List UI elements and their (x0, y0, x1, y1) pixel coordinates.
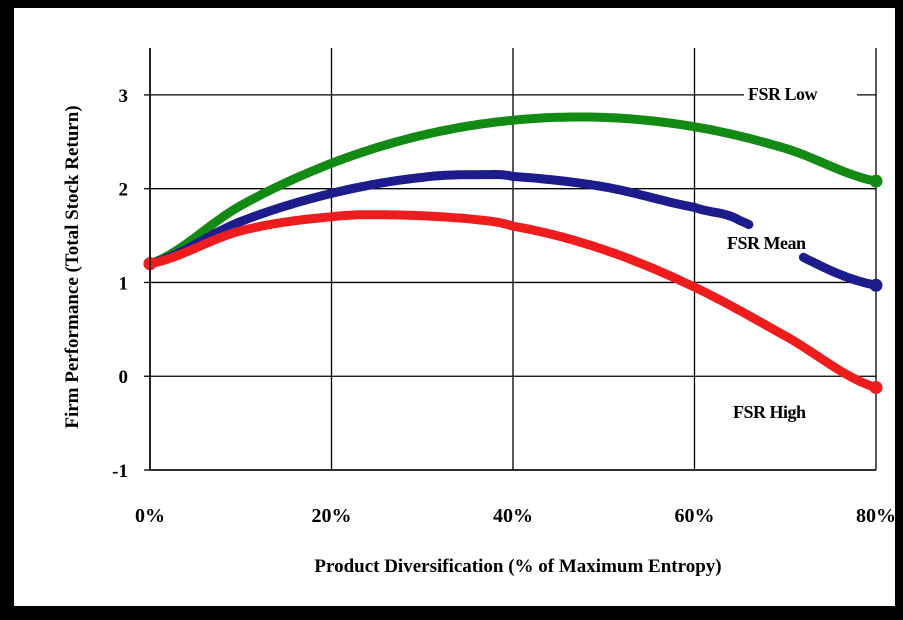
series-label-fsr-high: FSR High (733, 402, 806, 422)
series-fsr-high (143, 210, 883, 394)
y-tick-label: 0 (119, 367, 129, 388)
series-label-fsr-mean: FSR Mean (727, 233, 806, 253)
y-tick-label: 2 (119, 180, 129, 201)
series-label-fsr-low: FSR Low (748, 84, 818, 104)
series-point (869, 174, 883, 188)
x-tick-label: 80% (856, 505, 896, 527)
x-tick-label: 40% (493, 505, 533, 527)
y-tick-label: 1 (119, 273, 129, 294)
tick-labels: -1 0 1 2 3 0% 20% 40% 60% 80% (112, 86, 896, 527)
y-tick-label: -1 (112, 461, 128, 482)
x-tick-label: 20% (312, 505, 352, 527)
x-tick-label: 0% (135, 505, 165, 527)
axes (144, 48, 876, 471)
series-point (869, 380, 883, 394)
x-tick-label: 60% (675, 505, 715, 527)
label-background (744, 82, 857, 104)
series-point (869, 278, 883, 292)
series-line (798, 252, 881, 290)
series-line (145, 170, 754, 269)
curves (143, 112, 883, 394)
y-axis-title: Firm Performance (Total Stock Return) (62, 105, 83, 428)
series-line (145, 112, 881, 269)
y-tick-label: 3 (119, 86, 129, 107)
x-axis-title: Product Diversification (% of Maximum En… (314, 556, 721, 577)
series-line (145, 210, 881, 392)
